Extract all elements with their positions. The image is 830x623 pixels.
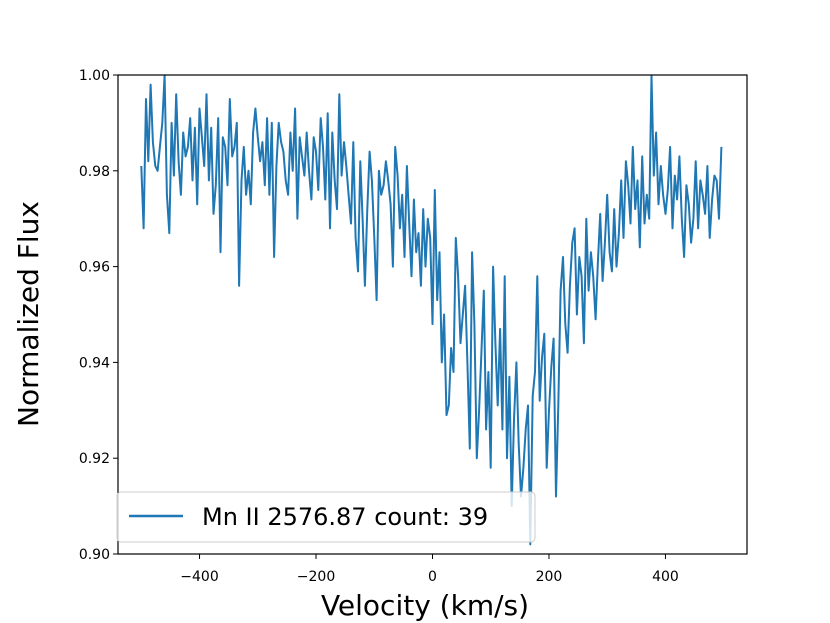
y-tick-label: 1.00 xyxy=(79,68,110,84)
x-tick-label: −400 xyxy=(180,569,218,585)
x-tick-label: 0 xyxy=(428,569,437,585)
y-axis-title: Normalized Flux xyxy=(12,201,45,427)
x-tick-label: 400 xyxy=(652,569,679,585)
plot-area: 0.90 0.92 0.94 0.96 0.98 1.00 −400 −200 0 200 400 xyxy=(79,68,748,585)
y-tick-label: 0.92 xyxy=(79,451,110,467)
y-tick-label: 0.94 xyxy=(79,355,110,371)
legend-label: Mn II 2576.87 count: 39 xyxy=(202,503,488,531)
legend-box xyxy=(116,491,536,543)
series-line xyxy=(140,75,723,546)
y-tick-label: 0.98 xyxy=(79,164,110,180)
x-axis-title: Velocity (km/s) xyxy=(321,589,529,622)
x-ticks: −400 −200 0 200 400 xyxy=(180,554,679,585)
legend: Mn II 2576.87 count: 39 xyxy=(116,491,536,543)
y-ticks: 0.90 0.92 0.94 0.96 0.98 1.00 xyxy=(79,68,118,563)
series-layer xyxy=(140,75,723,546)
x-tick-label: −200 xyxy=(297,569,335,585)
y-tick-label: 0.90 xyxy=(79,547,110,563)
plot-frame xyxy=(117,74,748,555)
x-tick-label: 200 xyxy=(536,569,563,585)
y-tick-label: 0.96 xyxy=(79,260,110,276)
